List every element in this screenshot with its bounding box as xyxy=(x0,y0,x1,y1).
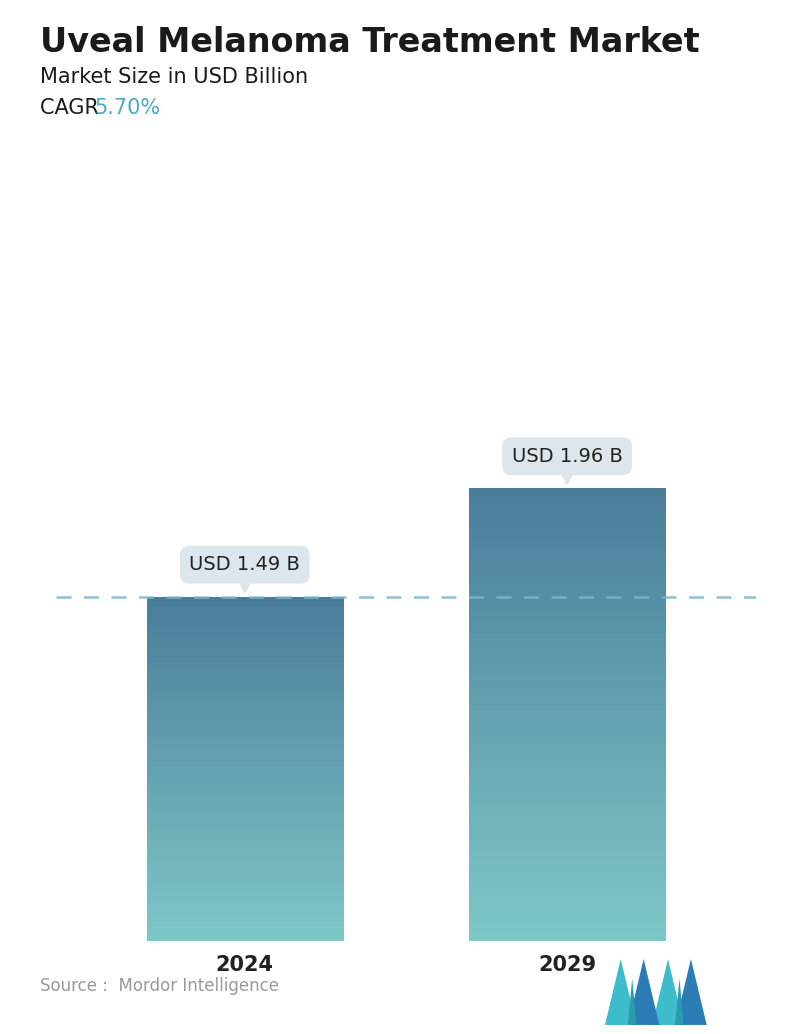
Text: Uveal Melanoma Treatment Market: Uveal Melanoma Treatment Market xyxy=(40,26,700,59)
Text: CAGR: CAGR xyxy=(40,98,105,118)
Text: USD 1.96 B: USD 1.96 B xyxy=(512,447,622,483)
Polygon shape xyxy=(628,978,637,1025)
Text: USD 1.49 B: USD 1.49 B xyxy=(189,555,300,591)
Text: Source :  Mordor Intelligence: Source : Mordor Intelligence xyxy=(40,977,279,995)
Polygon shape xyxy=(605,960,637,1025)
Polygon shape xyxy=(652,960,684,1025)
Text: Market Size in USD Billion: Market Size in USD Billion xyxy=(40,67,308,87)
Polygon shape xyxy=(675,960,707,1025)
Polygon shape xyxy=(628,960,659,1025)
Polygon shape xyxy=(675,978,684,1025)
Text: 5.70%: 5.70% xyxy=(94,98,160,118)
